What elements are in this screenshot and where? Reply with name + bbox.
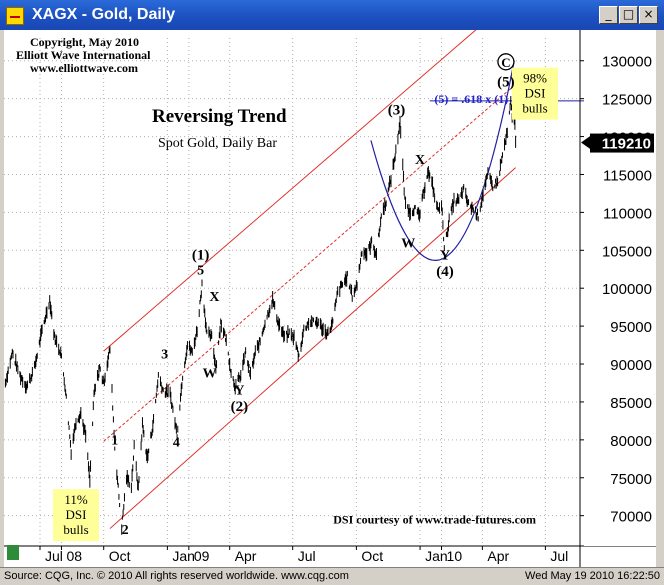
app-chart-icon (6, 7, 24, 25)
window-title: XAGX - Gold, Daily (32, 6, 176, 23)
wave-label: (2) (231, 399, 249, 415)
wave-label: Y (440, 248, 450, 263)
dsi-credit: DSI courtesy of www.trade-futures.com (333, 512, 536, 526)
wave-label: W (203, 367, 217, 382)
close-button[interactable]: × (639, 6, 658, 24)
wave-label: (5) (497, 75, 515, 91)
y-tick-label: 80000 (610, 433, 652, 450)
wave-label: 3 (161, 348, 168, 363)
wave-label: 5 (197, 264, 204, 279)
window-titlebar[interactable]: XAGX - Gold, Daily _ □ × (0, 0, 664, 30)
copyright-block: Copyright, May 2010 Elliott Wave Interna… (16, 35, 150, 75)
wave-label: 4 (173, 436, 180, 451)
callout-text: DSI (66, 507, 87, 522)
x-tick-label: Jul (45, 548, 63, 564)
x-tick-label: Jan (425, 548, 448, 564)
x-tick-label: Jan (172, 548, 195, 564)
channel-line (103, 30, 477, 352)
wave-label: (1) (192, 247, 210, 263)
wave-label: X (209, 290, 219, 305)
chart-title: Reversing Trend (152, 106, 287, 127)
y-tick-label: 115000 (603, 167, 652, 184)
copyright-company: Elliott Wave International (16, 48, 151, 62)
wave-label: (3) (388, 103, 406, 119)
callout-text: bulls (63, 522, 88, 537)
chart-area[interactable]: Jul 08 Oct Jan 09 Apr Jul Oct Jan 10 Apr Jul 11% DSI… (4, 30, 656, 567)
x-tick-label: 10 (447, 548, 463, 564)
y-tick-label: 70000 (610, 509, 652, 526)
wave-label: Y (234, 383, 244, 398)
wave-label: C (501, 55, 510, 70)
last-price-label: 119210 (602, 136, 651, 153)
wave-label: 2 (122, 523, 129, 538)
y-tick-label: 85000 (610, 395, 652, 412)
x-tick-label: Apr (235, 548, 257, 564)
x-tick-label: 08 (66, 548, 82, 564)
x-tick-label: 09 (194, 548, 210, 564)
copyright-url: www.elliottwave.com (30, 61, 138, 75)
copyright-line: Copyright, May 2010 (30, 35, 139, 49)
y-tick-label: 90000 (610, 357, 652, 374)
y-tick-label: 125000 (602, 92, 652, 109)
chart-subtitle: Spot Gold, Daily Bar (158, 136, 277, 151)
x-tick-label: Apr (487, 548, 509, 564)
wave-label: 1 (111, 433, 118, 448)
wave-label: W (401, 236, 415, 251)
wave-circle (497, 53, 515, 71)
x-tick-label: Jul (550, 548, 568, 564)
x-tick-label: Jul (298, 548, 316, 564)
callout-box (512, 67, 558, 120)
saucer-arc (370, 60, 515, 261)
y-tick-label: 95000 (610, 319, 652, 336)
last-price-marker (590, 133, 654, 153)
callout-text: 98% (523, 71, 547, 86)
scroll-handle[interactable] (7, 545, 19, 560)
channel-line (109, 167, 516, 529)
callout-box (53, 489, 99, 542)
x-tick-label: Oct (361, 548, 383, 564)
status-source: Source: CQG, Inc. © 2010 All rights rese… (4, 570, 349, 582)
status-bar: Source: CQG, Inc. © 2010 All rights rese… (0, 567, 664, 585)
y-axis-band (584, 38, 656, 546)
y-tick-label: 130000 (602, 54, 652, 71)
fib-annotation: (5) = .618 x (1) (434, 92, 508, 106)
y-tick-label: 105000 (602, 243, 652, 260)
last-price-pointer (581, 135, 591, 150)
callout-text: 11% (64, 492, 88, 507)
callout-text: bulls (522, 101, 547, 116)
y-tick-label: 75000 (610, 471, 652, 488)
status-timestamp: Wed May 19 2010 16:22:50 (525, 570, 660, 582)
y-tick-label: 100000 (602, 281, 652, 298)
maximize-button[interactable]: □ (619, 6, 638, 24)
y-tick-label: 110000 (603, 205, 652, 222)
callout-text: DSI (525, 86, 546, 101)
wave-label: (4) (436, 264, 454, 280)
channel-line (103, 83, 516, 442)
minimize-button[interactable]: _ (599, 6, 618, 24)
wave-label: X (415, 153, 425, 168)
x-tick-label: Oct (109, 548, 131, 564)
